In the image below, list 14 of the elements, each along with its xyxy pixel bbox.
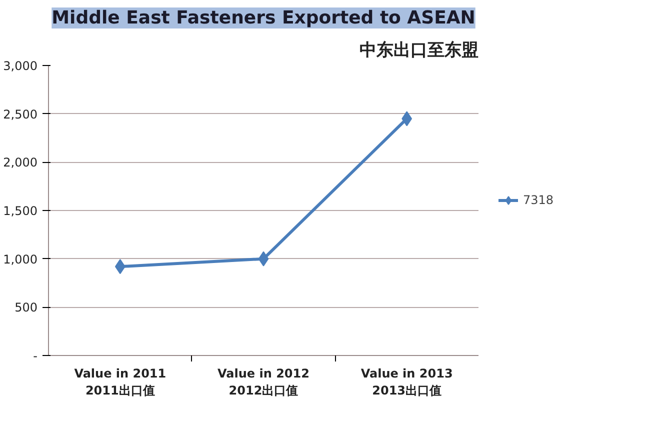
y-tick-label: 500 bbox=[14, 300, 38, 315]
y-tick-label: 2,500 bbox=[3, 107, 38, 122]
y-tick-label: 1,500 bbox=[3, 204, 38, 218]
chart-title: Middle East Fasteners Exported to ASEAN bbox=[52, 8, 476, 28]
y-tick-label: - bbox=[33, 349, 38, 363]
y-tick-label: 3,000 bbox=[3, 59, 38, 73]
chart-subtitle: 中东出口至东盟 bbox=[360, 40, 478, 60]
x-tick-label: Value in 2013 2013出口值 bbox=[360, 366, 453, 398]
y-tick-label: 2,000 bbox=[3, 156, 38, 170]
x-tick-label: Value in 2011 2011出口值 bbox=[74, 366, 166, 398]
point bbox=[258, 251, 269, 266]
y-tick-label: 1,000 bbox=[3, 252, 38, 266]
legend-label: 7318 bbox=[523, 193, 554, 207]
x-tick-label: Value in 2012 2012出口值 bbox=[218, 366, 310, 398]
